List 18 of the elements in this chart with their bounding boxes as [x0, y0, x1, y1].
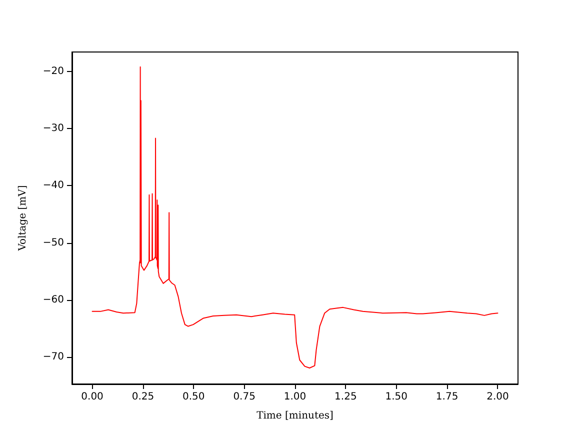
y-tick-label: −30	[42, 123, 64, 134]
x-tick-label: 2.00	[486, 392, 509, 402]
x-tick-label: 0.75	[233, 392, 256, 402]
y-axis-title: Voltage [mV]	[18, 185, 28, 252]
y-tick-label: −20	[42, 66, 64, 77]
x-tick-label: 1.25	[334, 392, 357, 402]
x-tick-label: 1.75	[436, 392, 458, 402]
y-tick-label: −70	[42, 352, 64, 363]
x-tick-label: 0.00	[81, 392, 104, 402]
x-tick-label: 1.50	[385, 392, 408, 402]
line-series	[92, 66, 498, 368]
x-tick-label: 1.00	[284, 392, 306, 402]
y-tick-label: −60	[42, 294, 64, 306]
x-tick-label: 0.50	[182, 392, 205, 402]
y-tick-label: −40	[42, 180, 64, 192]
x-tick-label: 0.25	[132, 392, 154, 402]
x-axis-title: Time [minutes]	[256, 410, 334, 422]
y-tick-label: −50	[42, 237, 64, 248]
